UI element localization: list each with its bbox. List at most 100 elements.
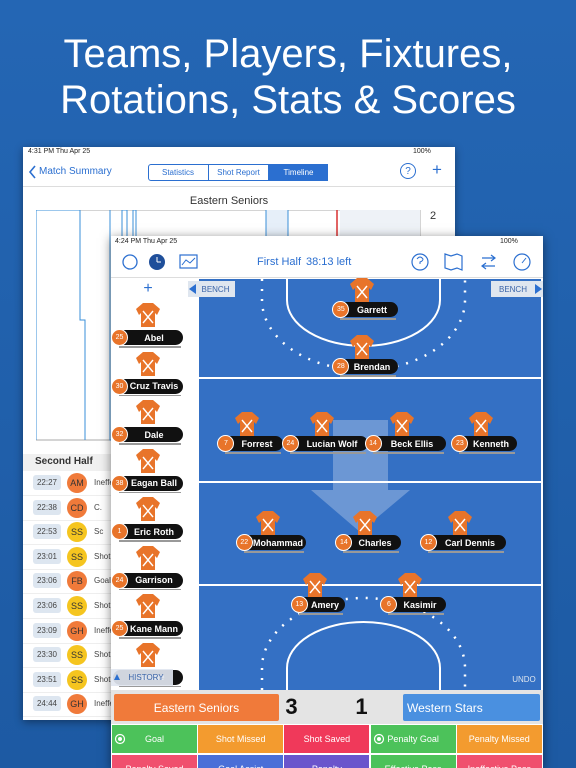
- bench-tab-right[interactable]: BENCH: [491, 281, 543, 297]
- home-team[interactable]: Eastern Seniors: [114, 694, 279, 721]
- name-underline: [119, 346, 181, 348]
- back-button[interactable]: Match Summary: [39, 166, 112, 177]
- name-underline: [340, 318, 396, 320]
- history-button[interactable]: HISTORY: [111, 669, 173, 686]
- action-button[interactable]: Goal: [112, 725, 197, 753]
- event-text: Shot: [94, 601, 111, 610]
- player-badge: SS: [67, 546, 87, 567]
- bench-add[interactable]: +: [143, 280, 153, 297]
- event-time: 22:27: [33, 475, 61, 490]
- battery: 100%: [500, 238, 518, 245]
- bench-tab-arrow: [189, 284, 196, 294]
- home-score: 3: [285, 694, 298, 719]
- player-number: 35: [332, 301, 350, 318]
- section-title: Second Half: [35, 456, 93, 467]
- event-text: Goal: [94, 576, 111, 586]
- player-number: 38: [111, 474, 128, 492]
- player-name[interactable]: Carl Dennis: [421, 535, 507, 550]
- player-badge: AM: [67, 473, 87, 493]
- player-name[interactable]: Beck Ellis: [366, 436, 446, 451]
- tab[interactable]: Shot Report: [208, 164, 268, 181]
- status-time: 4:24 PM Thu Apr 25: [115, 238, 178, 245]
- action-button[interactable]: Shot Missed: [198, 725, 284, 753]
- player-badge: GH: [67, 620, 87, 641]
- name-underline: [372, 452, 444, 454]
- bench-tab[interactable]: BENCH: [188, 281, 235, 297]
- battery: 100%: [413, 148, 431, 155]
- player-name[interactable]: Garrison: [113, 572, 183, 588]
- event-text: Ineffe: [94, 625, 114, 635]
- help-button[interactable]: ?: [400, 163, 416, 179]
- player-name[interactable]: Dale: [113, 427, 183, 442]
- player-name[interactable]: Kane Mann: [113, 621, 183, 636]
- player-badge: SS: [67, 645, 87, 666]
- player-number: 32: [111, 426, 128, 443]
- action-button[interactable]: Penalty Goal: [370, 725, 456, 753]
- player-shirt: [256, 511, 280, 535]
- event-time: 22:38: [33, 499, 61, 515]
- event-text: Shot: [94, 674, 111, 684]
- player-badge: FB: [67, 571, 87, 592]
- player-number: 12: [419, 534, 437, 551]
- action-button[interactable]: Penalty Saved: [112, 755, 197, 768]
- name-underline: [119, 394, 181, 396]
- toolbar-icons: [122, 253, 531, 271]
- tab[interactable]: Timeline: [268, 164, 328, 181]
- clock: 38:13 left: [306, 256, 352, 268]
- player-name[interactable]: Kasimir: [382, 597, 446, 612]
- headline: Teams, Players, Fixtures,: [63, 32, 513, 76]
- action-button[interactable]: Goal Assist: [198, 755, 284, 768]
- player-name[interactable]: Brendan: [334, 359, 398, 374]
- event-time: 23:51: [33, 671, 61, 687]
- player-name[interactable]: Kenneth: [453, 436, 517, 451]
- player-name[interactable]: Lucian Wolf: [283, 436, 369, 451]
- nav-divider: [23, 186, 455, 187]
- action-button[interactable]: Penalty Missed: [456, 725, 542, 753]
- event-time: 24:44: [33, 696, 61, 712]
- name-underline: [119, 443, 181, 445]
- tab[interactable]: Statistics: [161, 168, 194, 177]
- player-badge: SS: [67, 669, 87, 690]
- player-shirt: [303, 573, 327, 597]
- player-name[interactable]: Mohammad: [237, 535, 307, 550]
- undo-button[interactable]: UNDO: [512, 674, 536, 684]
- player-number: 14: [335, 534, 353, 551]
- name-underline: [243, 551, 305, 553]
- period: First Half: [257, 256, 301, 268]
- player-shirt: [136, 497, 160, 521]
- player-name[interactable]: Charles: [337, 535, 401, 550]
- player-name[interactable]: Eagan Ball: [113, 475, 183, 491]
- player-number: 1: [111, 523, 128, 540]
- away-team[interactable]: Western Stars: [403, 694, 540, 721]
- player-shirt: [350, 335, 374, 359]
- radio-icon: [114, 733, 126, 745]
- chart-title: Eastern Seniors: [189, 195, 269, 207]
- player-name[interactable]: Forrest: [219, 436, 283, 451]
- action-button[interactable]: Penalty: [284, 755, 370, 768]
- player-number: 24: [281, 435, 299, 452]
- status-time: 4:31 PM Thu Apr 25: [28, 148, 91, 155]
- name-underline: [289, 452, 367, 454]
- action-button[interactable]: Effective Pass: [370, 755, 456, 768]
- player-badge: GH: [67, 694, 87, 715]
- add-button[interactable]: +: [432, 160, 442, 179]
- player-number: 25: [111, 620, 128, 637]
- name-underline: [119, 491, 181, 493]
- player-shirt: [136, 303, 160, 327]
- radio-icon: [373, 733, 384, 745]
- name-underline: [340, 375, 396, 377]
- player-name[interactable]: Eric Roth: [113, 524, 183, 539]
- player-name[interactable]: Garrett: [334, 302, 398, 317]
- player-name[interactable]: Cruz Travis: [113, 378, 183, 394]
- player-shirt: [398, 573, 422, 597]
- headline: Rotations, Stats & Scores: [60, 78, 516, 122]
- action-button[interactable]: Shot Saved: [284, 725, 370, 753]
- action-button[interactable]: Ineffective Pass: [456, 755, 542, 768]
- player-name[interactable]: Abel: [113, 330, 183, 345]
- player-number: 24: [111, 571, 128, 589]
- player-badge: CD: [67, 497, 87, 518]
- player-number: 22: [235, 534, 253, 551]
- player-number: 28: [332, 358, 350, 375]
- player-shirt: [136, 594, 160, 618]
